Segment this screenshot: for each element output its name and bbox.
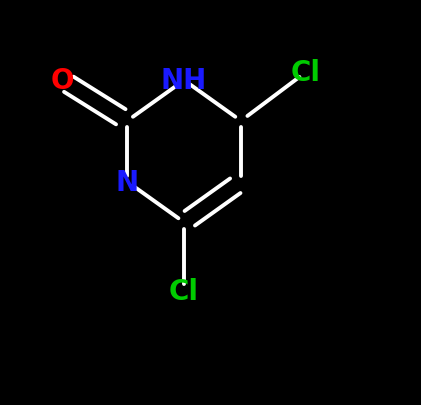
Text: O: O: [51, 67, 74, 95]
Text: NH: NH: [161, 67, 207, 95]
Text: Cl: Cl: [291, 59, 321, 87]
Text: Cl: Cl: [169, 278, 199, 305]
Text: N: N: [116, 168, 139, 196]
